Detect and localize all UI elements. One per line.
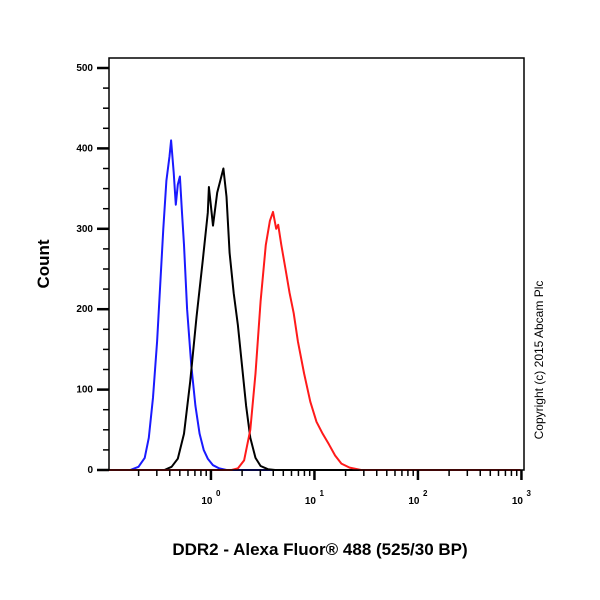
series-layer	[109, 139, 521, 471]
series-blue-line	[109, 139, 521, 471]
x-tick-exponent: 0	[216, 489, 221, 498]
y-tick-label: 500	[76, 63, 93, 74]
y-axis: 0 100 200 300 400 500	[76, 63, 109, 476]
plot-frame	[108, 57, 525, 471]
series-black-line	[109, 167, 521, 471]
y-axis-title: Count	[34, 239, 53, 288]
x-tick-exponent: 3	[526, 489, 531, 498]
x-tick-label: 10	[201, 496, 213, 507]
x-tick-label: 10	[512, 496, 524, 507]
y-tick-label: 400	[76, 143, 93, 154]
series-red-line	[109, 210, 521, 471]
copyright-annotation: Copyright (c) 2015 Abcam Plc	[532, 281, 546, 440]
y-tick-label: 200	[76, 304, 93, 315]
y-tick-label: 300	[76, 224, 93, 235]
x-tick-exponent: 1	[319, 489, 324, 498]
y-tick-label: 0	[87, 465, 93, 476]
x-tick-label: 10	[408, 496, 420, 507]
x-axis-title: DDR2 - Alexa Fluor® 488 (525/30 BP)	[172, 540, 467, 559]
x-tick-exponent: 2	[423, 489, 428, 498]
x-tick-label: 10	[305, 496, 317, 507]
y-tick-label: 100	[76, 385, 93, 396]
